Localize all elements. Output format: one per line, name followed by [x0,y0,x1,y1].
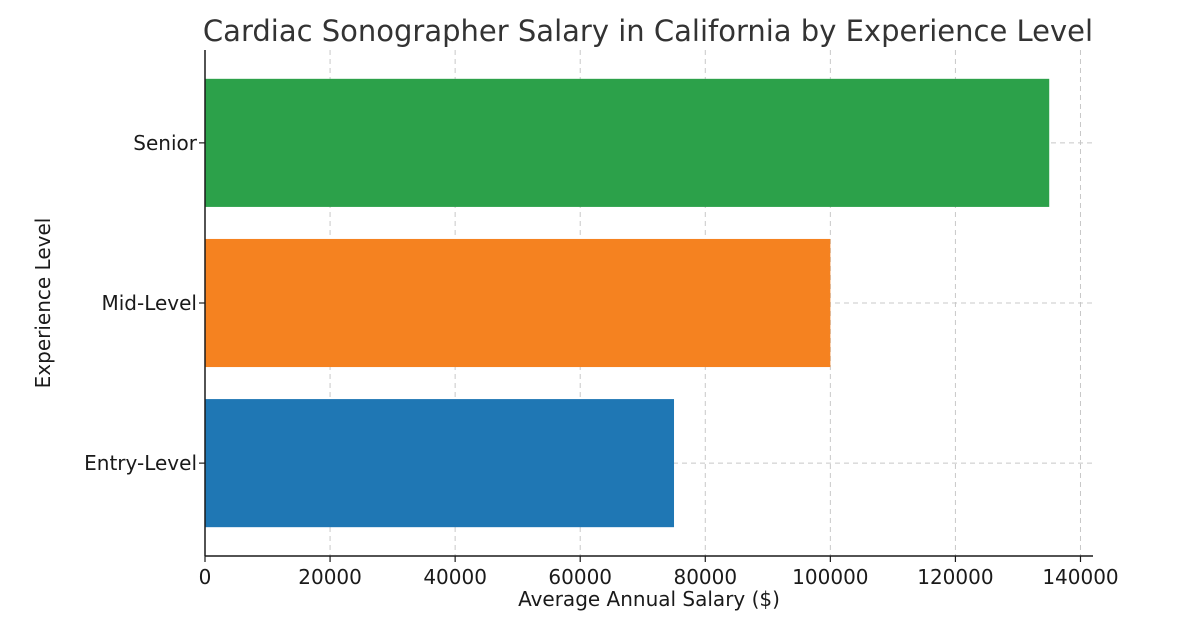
x-tick-label: 120000 [917,565,993,589]
y-tick-label: Mid-Level [101,291,197,315]
x-tick-label: 40000 [423,565,487,589]
x-tick-layer: 0 20000 40000 60000 80000 100000 120000 140000 [199,556,1119,589]
bar-layer [205,78,1050,528]
x-tick-label: 100000 [792,565,868,589]
bar-entry-level [205,399,675,528]
x-tick-label: 140000 [1042,565,1118,589]
y-axis-label: Experience Level [31,218,55,389]
chart-title: Cardiac Sonographer Salary in California… [203,14,1093,48]
bar-mid-level [205,238,831,368]
y-tick-label: Senior [133,131,197,155]
x-tick-label: 20000 [298,565,362,589]
x-tick-label: 0 [199,565,212,589]
y-tick-label: Entry-Level [84,451,197,475]
x-tick-label: 60000 [548,565,612,589]
x-tick-label: 80000 [673,565,737,589]
bar-senior [205,78,1050,207]
y-tick-layer: Entry-Level Mid-Level Senior [84,131,205,475]
x-axis-label: Average Annual Salary ($) [518,587,780,611]
